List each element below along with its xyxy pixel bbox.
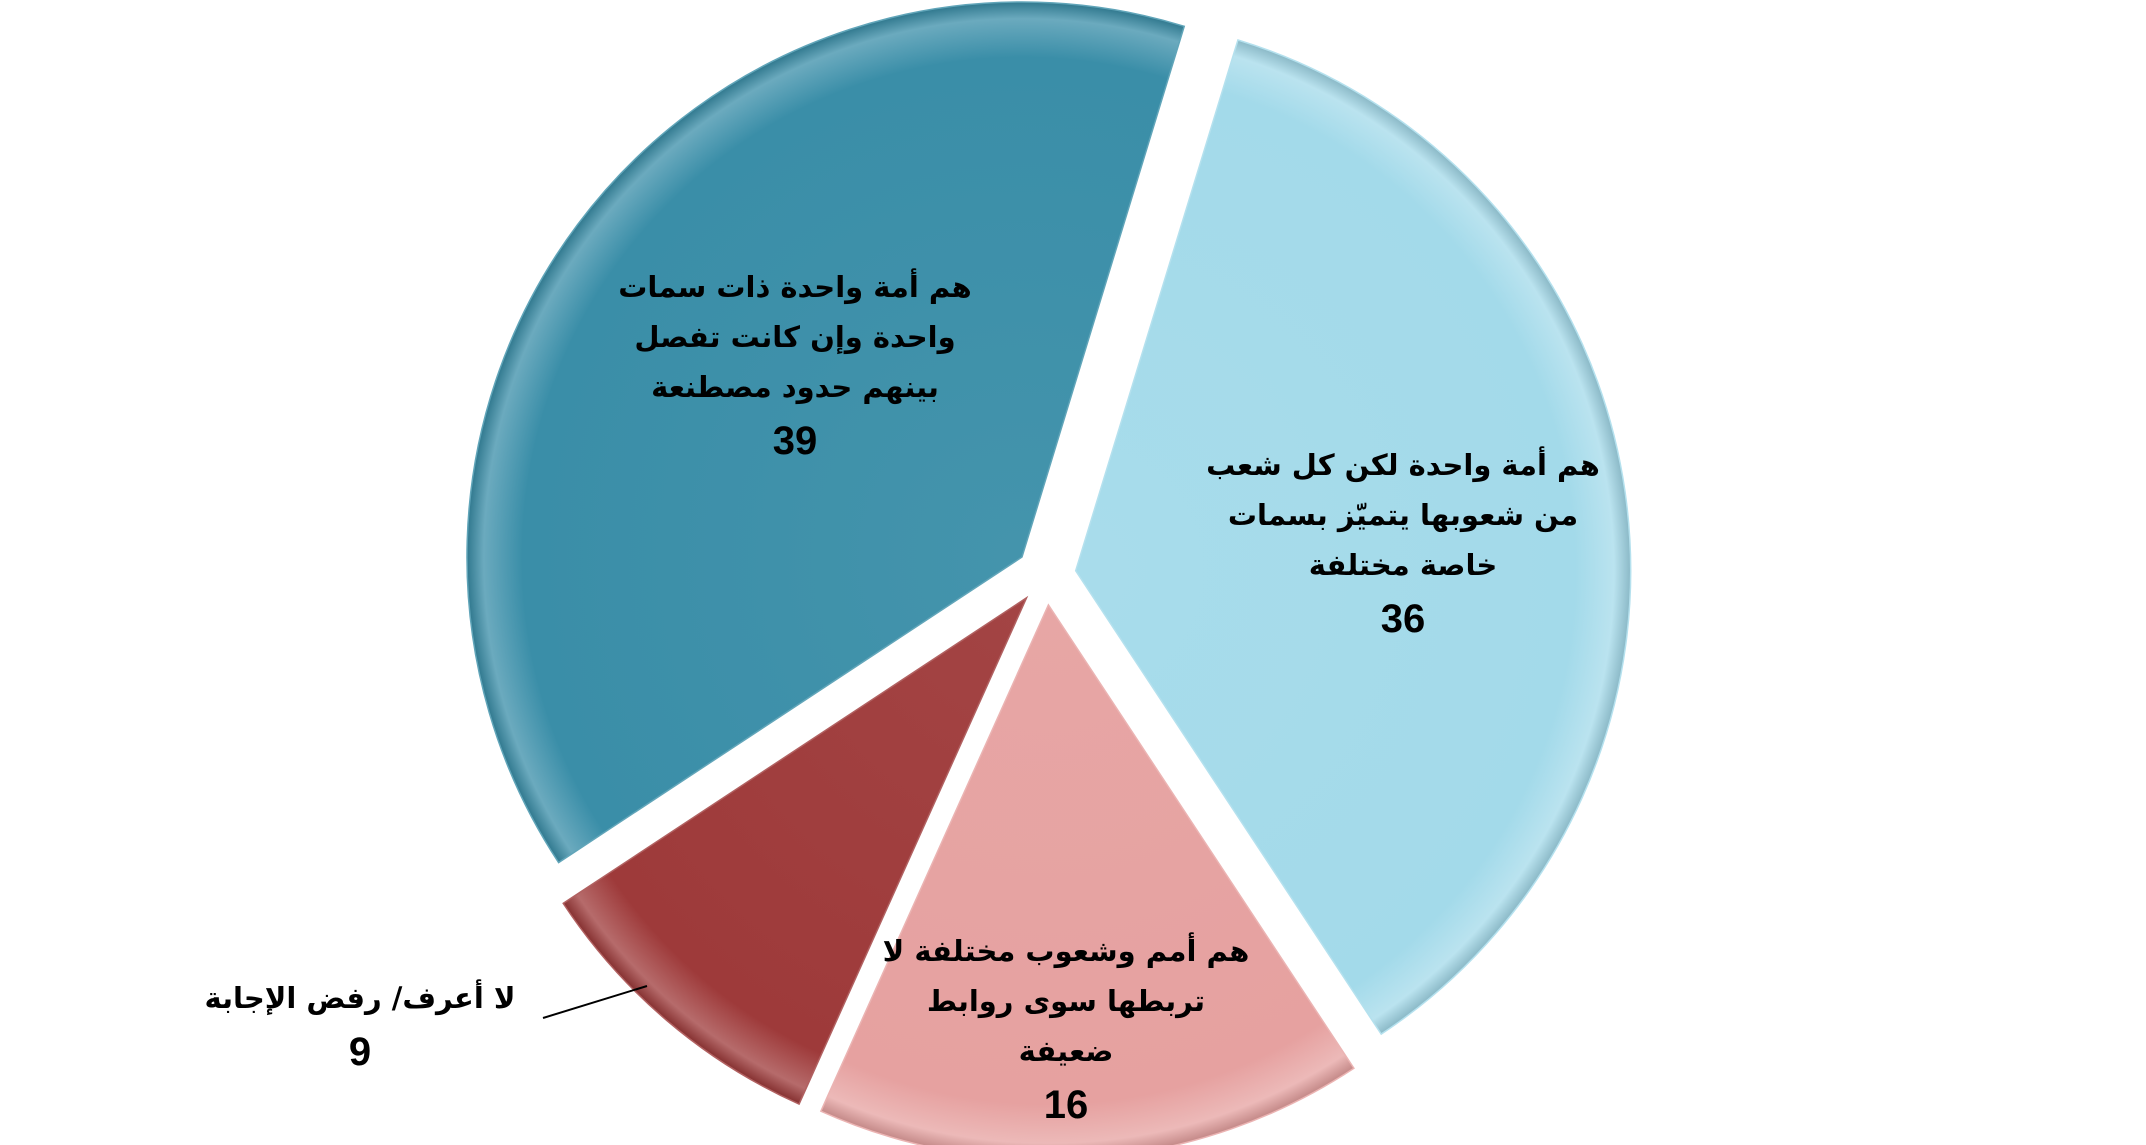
- label-line: تربطها سوى روابط: [926, 984, 1206, 1018]
- data-label: 16: [1043, 1083, 1089, 1127]
- label-line: من شعوبها يتميّز بسمات: [1227, 498, 1579, 532]
- pie-slice-0: [1074, 39, 1632, 1036]
- slice-label-0: هم أمة واحدة لكن كل شعب من شعوبها يتميّز…: [1206, 440, 1600, 648]
- data-label: 36: [1380, 597, 1426, 641]
- label-line: هم أمة واحدة ذات سمات: [618, 270, 972, 304]
- slice-label-3: هم أمة واحدة ذات سمات واحدة وإن كانت تفص…: [618, 262, 971, 470]
- label-line: هم أمة واحدة لكن كل شعب: [1206, 448, 1600, 482]
- leader-line: [542, 985, 648, 1019]
- data-label: 39: [772, 419, 818, 463]
- label-line: بينهم حدود مصطنعة: [651, 370, 939, 404]
- pie-slice-1: [819, 603, 1355, 1145]
- label-line: هم أمم وشعوب مختلفة لا: [882, 934, 1250, 968]
- label-line: خاصة مختلفة: [1308, 548, 1498, 582]
- label-line: لا أعرف/ رفض الإجابة: [204, 981, 516, 1015]
- pie-slice-3: [466, 1, 1186, 864]
- label-line: واحدة وإن كانت تفصل: [634, 320, 956, 354]
- slice-label-2: لا أعرف/ رفض الإجابة 9: [205, 973, 516, 1081]
- pie-slice-2: [562, 595, 1029, 1106]
- label-line: ضعيفة: [1018, 1034, 1114, 1068]
- data-label: 9: [348, 1030, 372, 1074]
- slice-label-1: هم أمم وشعوب مختلفة لا تربطها سوى روابط …: [883, 926, 1250, 1134]
